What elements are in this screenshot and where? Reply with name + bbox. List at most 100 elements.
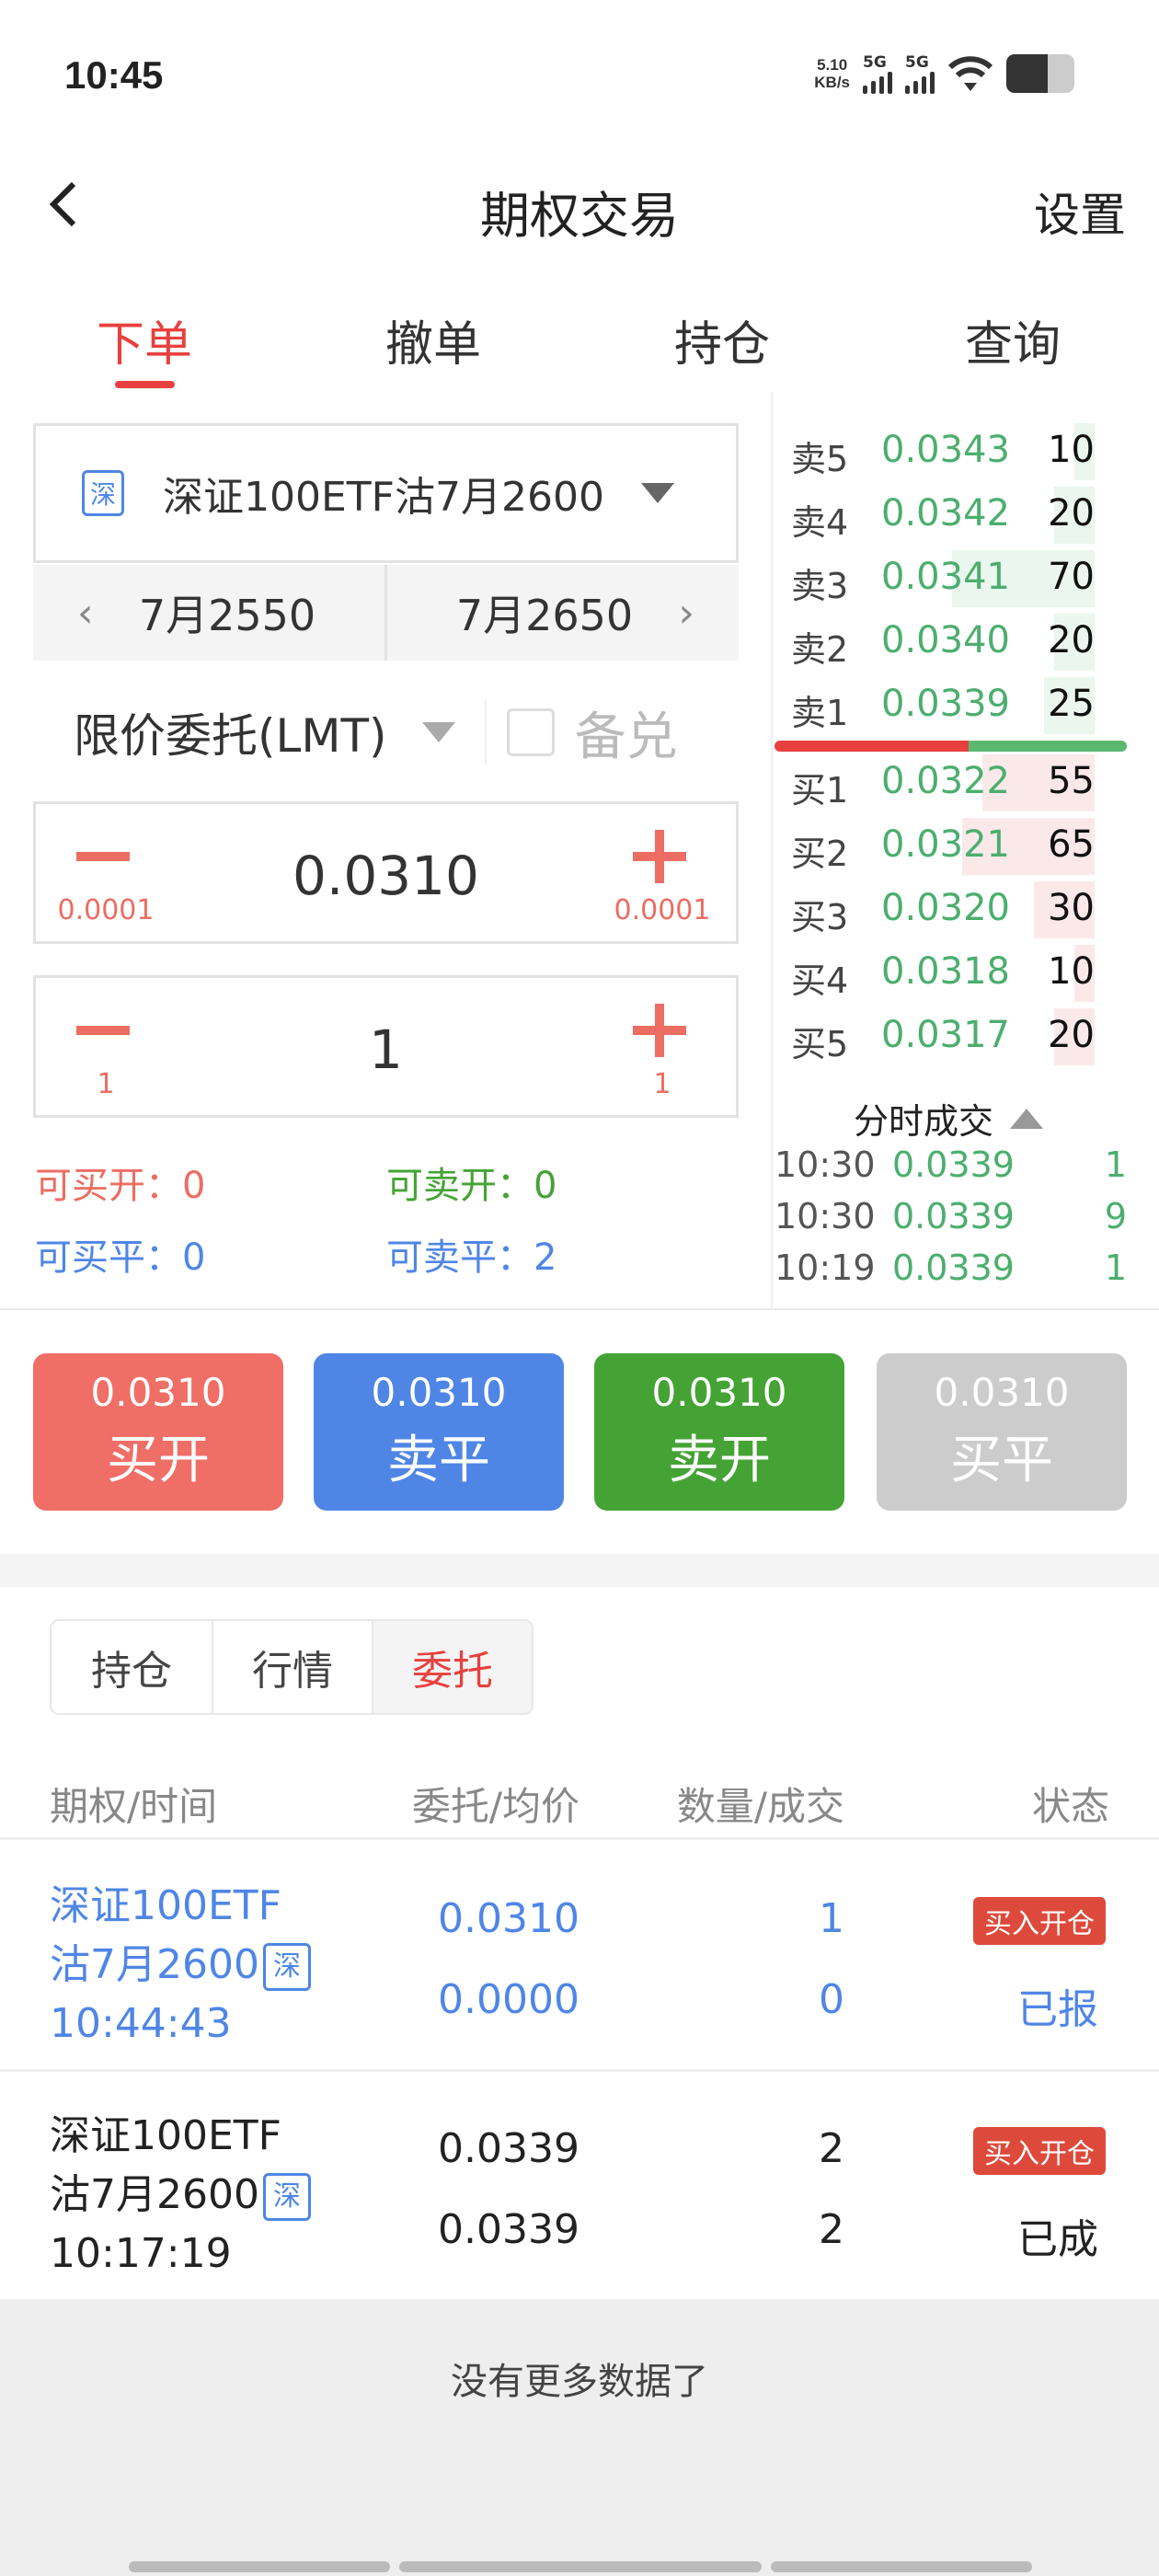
price-decrement-button[interactable]: 0.0001 — [36, 804, 183, 942]
tick-time: 10:30 — [775, 1196, 876, 1236]
tab-cancel-order[interactable]: 撤单 — [384, 317, 481, 373]
quantity-decrement-button[interactable]: 1 — [36, 978, 183, 1116]
quantity-stepper: 1 1 1 — [33, 975, 739, 1118]
tick-qty: 1 — [1104, 1144, 1127, 1185]
tab-query[interactable]: 查询 — [964, 317, 1061, 373]
level-label: 买3 — [791, 897, 849, 937]
settings-button[interactable]: 设置 — [1034, 189, 1126, 242]
panel-divider — [771, 392, 773, 1309]
buy-close-button[interactable]: 0.0310 买平 — [877, 1353, 1127, 1511]
level-qty: 10 — [1048, 950, 1095, 993]
ask-row[interactable]: 卖2 0.0340 20 — [773, 614, 1159, 674]
battery-icon — [1006, 54, 1074, 93]
filled-qty: 2 — [819, 2206, 844, 2253]
volume-bar — [962, 818, 1095, 875]
table-row[interactable]: 深证100ETF 沽7月2600 深 10:17:19 0.0339 0.0339… — [0, 2072, 1159, 2302]
price-stepper: 0.0001 0.0310 0.0001 — [33, 801, 739, 944]
tick-row: 10:30 0.0339 1 — [773, 1144, 1127, 1196]
buy-sell-ratio-bar — [775, 741, 1127, 752]
level-label: 买2 — [791, 834, 849, 874]
table-row[interactable]: 深证100ETF 沽7月2600 深 10:44:43 0.0310 0.0000… — [0, 1842, 1159, 2072]
tab-positions[interactable]: 持仓 — [673, 317, 770, 373]
sub-tabs: 持仓 行情 委托 — [50, 1619, 534, 1715]
contract-name: 深证100ETF沽7月2600 — [163, 474, 604, 521]
level-price: 0.0340 — [881, 619, 1010, 661]
sell-open-button[interactable]: 0.0310 卖开 — [594, 1353, 844, 1511]
side-badge: 买入开仓 — [973, 2127, 1106, 2175]
level-qty: 20 — [1048, 1014, 1095, 1056]
quantity-input[interactable]: 1 — [369, 1018, 403, 1081]
no-more-data: 没有更多数据了 — [451, 2361, 708, 2403]
option-name: 深证100ETF — [50, 1882, 281, 1929]
ticks-toggle[interactable]: 分时成交 — [854, 1093, 1044, 1144]
sell-close-button[interactable]: 0.0310 卖平 — [314, 1353, 564, 1511]
table-header: 期权/时间 委托/均价 数量/成交 状态 — [0, 1748, 1159, 1840]
scrollbar[interactable] — [399, 2561, 762, 2572]
nav-bar: 期权交易 设置 — [0, 147, 1159, 267]
subtab-orders[interactable]: 委托 — [372, 1621, 532, 1713]
buy-open-button[interactable]: 0.0310 买开 — [33, 1353, 283, 1511]
price-input[interactable]: 0.0310 — [293, 845, 479, 907]
order-type-select[interactable]: 限价委托(LMT) — [74, 709, 387, 763]
available-sell-open: 可卖开：0 — [386, 1165, 557, 1207]
scrollbar[interactable] — [129, 2561, 390, 2572]
scrollbar[interactable] — [771, 2561, 1032, 2572]
bid-row[interactable]: 买5 0.0317 20 — [773, 1008, 1159, 1069]
tick-row: 10:19 0.0339 1 — [773, 1248, 1127, 1299]
level-label: 卖1 — [791, 693, 849, 733]
level-qty: 20 — [1048, 492, 1095, 535]
level-qty: 65 — [1048, 823, 1095, 866]
ask-row[interactable]: 卖4 0.0342 20 — [773, 487, 1159, 547]
volume-bar — [1074, 423, 1095, 480]
available-sell-close: 可卖平：2 — [386, 1236, 557, 1279]
side-badge: 买入开仓 — [973, 1897, 1106, 1945]
level-price: 0.0318 — [881, 950, 1010, 993]
covered-checkbox[interactable] — [506, 708, 555, 756]
tick-qty: 1 — [1104, 1248, 1127, 1288]
price-increment-button[interactable]: 0.0001 — [589, 804, 736, 942]
bid-row[interactable]: 买4 0.0318 10 — [773, 945, 1159, 1006]
bid-row[interactable]: 买3 0.0320 30 — [773, 881, 1159, 942]
order-time: 10:17:19 — [50, 2230, 232, 2277]
order-type-row: 限价委托(LMT) 备兑 — [33, 690, 739, 775]
volume-bar — [1044, 677, 1095, 734]
collapse-arrow-icon — [1010, 1108, 1044, 1129]
signal-icon: 5G — [905, 53, 935, 94]
bid-row[interactable]: 买2 0.0321 65 — [773, 818, 1159, 879]
level-qty: 70 — [1048, 556, 1095, 598]
available-buy-open: 可买开：0 — [35, 1165, 206, 1207]
volume-bar — [982, 754, 1095, 811]
strike-switcher: ‹ 7月2550 7月2650 › — [33, 565, 739, 661]
volume-bar — [1034, 881, 1095, 938]
contract-select[interactable]: 深 深证100ETF沽7月2600 — [33, 423, 739, 563]
tick-price: 0.0339 — [892, 1248, 1015, 1288]
order-time: 10:44:43 — [50, 2000, 232, 2047]
level-qty: 25 — [1048, 683, 1095, 725]
quantity-increment-button[interactable]: 1 — [589, 978, 736, 1116]
ask-row[interactable]: 卖3 0.0341 70 — [773, 550, 1159, 611]
status-bar: 10:45 5.10 KB/s 5G 5G — [0, 0, 1159, 147]
bid-row[interactable]: 买1 0.0322 55 — [773, 754, 1159, 815]
subtab-positions[interactable]: 持仓 — [91, 1648, 172, 1695]
section-gap — [0, 1554, 1159, 1587]
level-price: 0.0341 — [881, 556, 1010, 598]
prev-strike-button[interactable]: ‹ 7月2550 — [77, 589, 316, 641]
order-price: 0.0310 — [438, 1895, 580, 1942]
level-label: 卖2 — [791, 629, 849, 670]
volume-bar — [1074, 945, 1095, 1002]
clock: 10:45 — [64, 53, 164, 97]
level-price: 0.0322 — [881, 760, 1010, 802]
net-speed: 5.10 KB/s — [814, 56, 850, 91]
avg-price: 0.0339 — [438, 2206, 580, 2253]
subtab-quotes[interactable]: 行情 — [212, 1621, 372, 1713]
status-text: 已成 — [1017, 2216, 1098, 2263]
tick-time: 10:30 — [775, 1144, 876, 1185]
minus-icon — [76, 1026, 130, 1035]
tab-place-order[interactable]: 下单 — [96, 317, 192, 373]
back-button[interactable] — [44, 177, 81, 241]
next-strike-button[interactable]: 7月2650 › — [384, 565, 739, 661]
wifi-icon — [947, 56, 993, 91]
order-qty: 1 — [819, 1895, 844, 1942]
ask-row[interactable]: 卖1 0.0339 25 — [773, 677, 1159, 738]
ask-row[interactable]: 卖5 0.0343 10 — [773, 423, 1159, 484]
